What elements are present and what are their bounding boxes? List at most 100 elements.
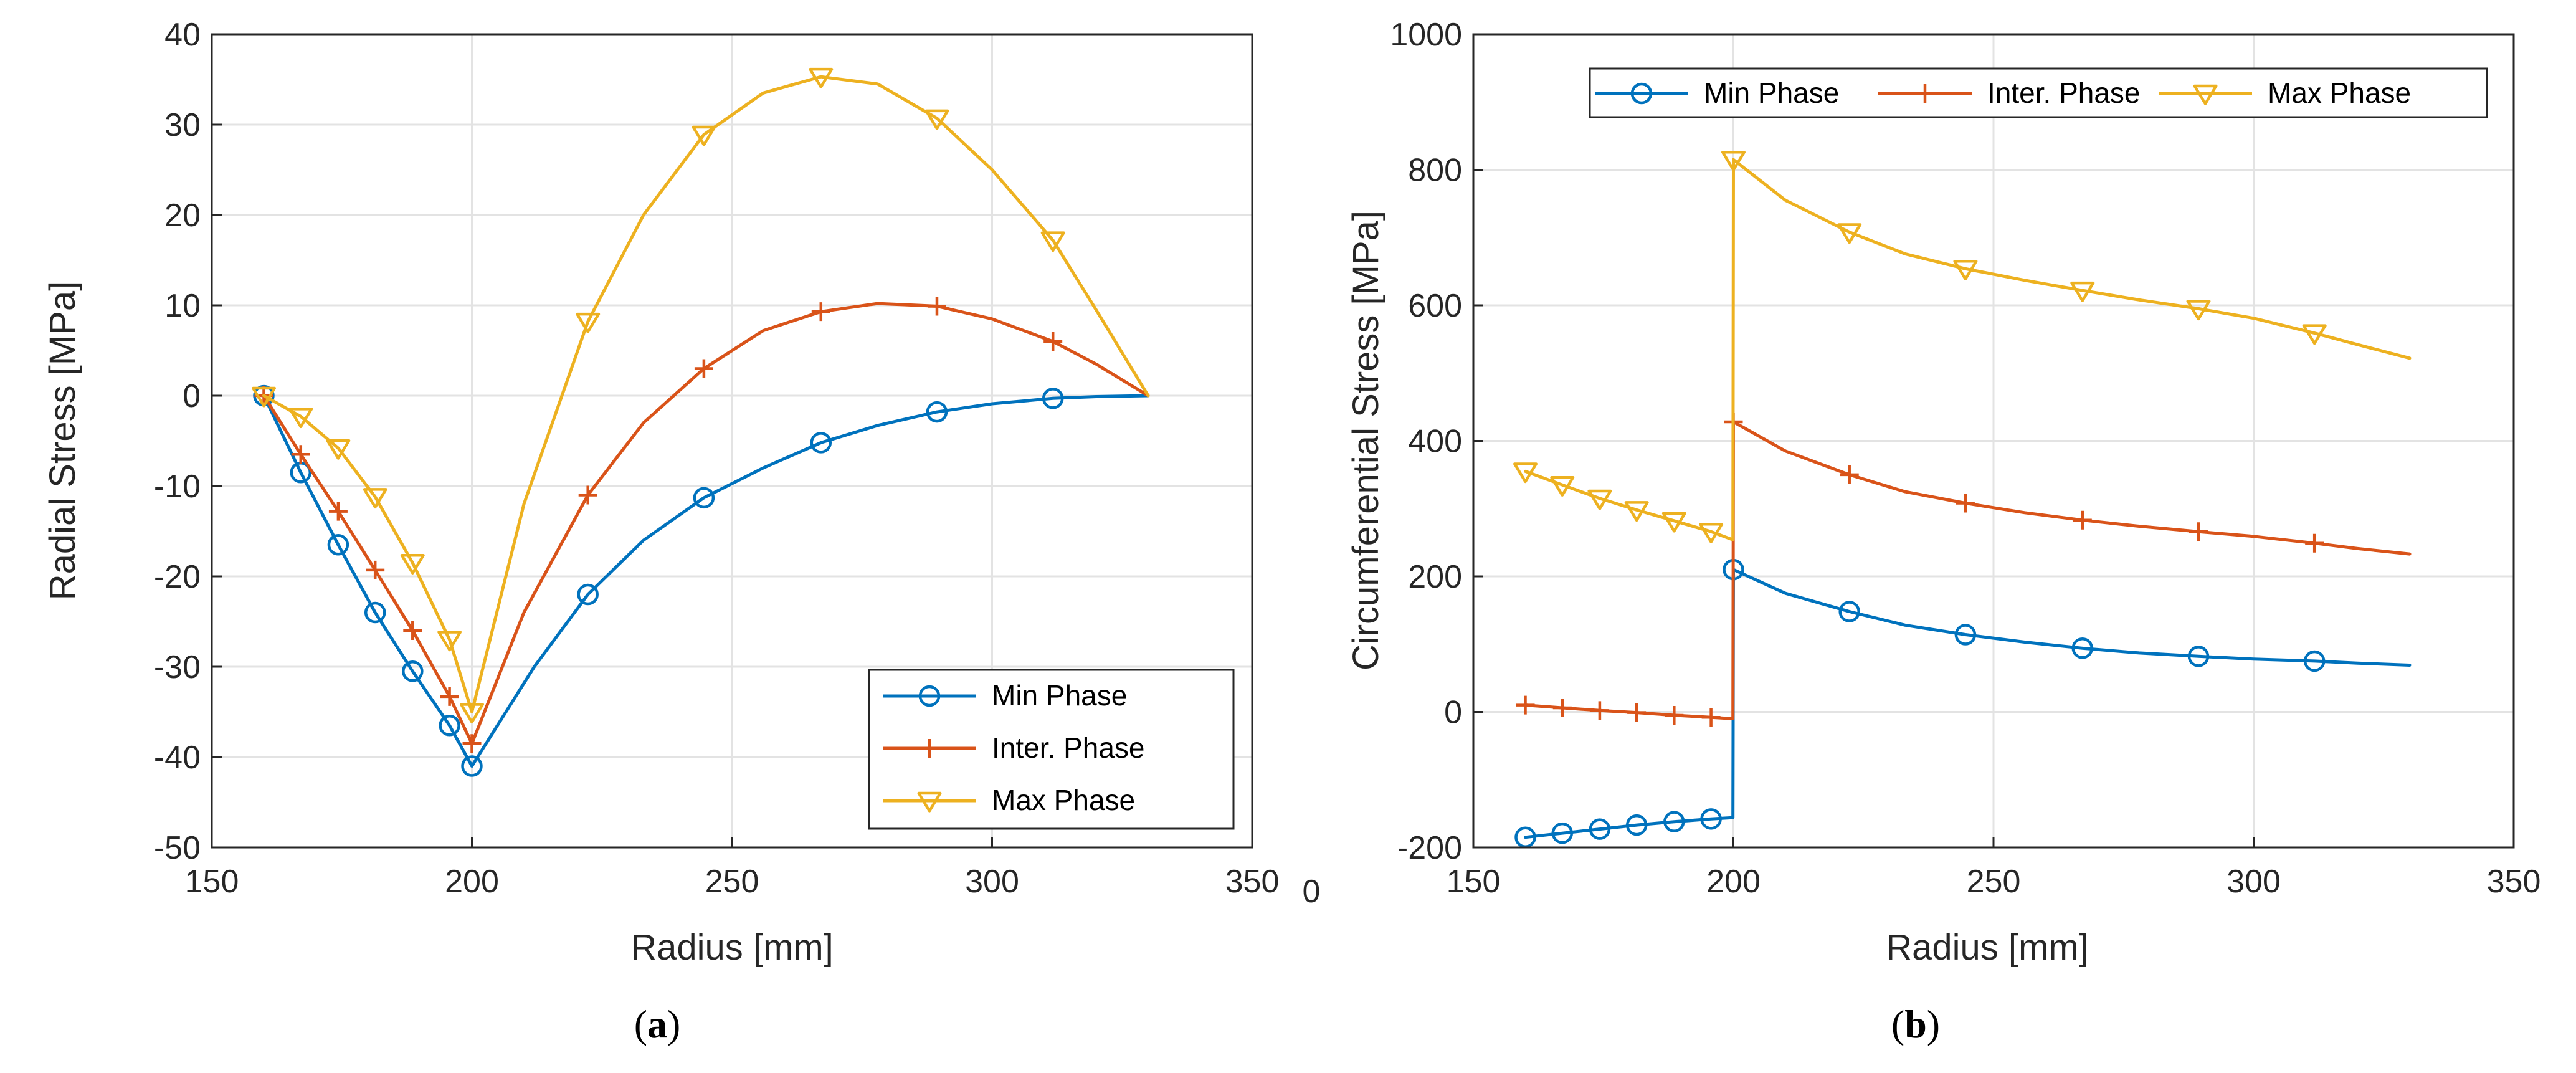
chart-b-data-point-max-phase <box>2186 300 2211 321</box>
chart-b-legend-marker-inter-phase <box>1916 84 1934 103</box>
chart-a-data-point-inter-phase <box>462 734 482 753</box>
chart-a-data-point-min-phase <box>1042 388 1064 409</box>
chart-b-x-axis-label: Radius [mm] <box>1886 927 2089 968</box>
chart-a-data-point-max-phase <box>252 386 276 408</box>
chart-a-data-point-inter-phase <box>291 445 310 464</box>
chart-a-data-point-inter-phase <box>366 560 385 579</box>
chart-a-data-point-max-phase <box>363 488 387 509</box>
chart-b-data-point-inter-phase <box>1665 705 1684 725</box>
chart-b-data-point-min-phase <box>2303 650 2326 672</box>
chart-a-legend-label-min-phase: Min Phase <box>992 679 1127 712</box>
chart-b-data-point-max-phase <box>1721 150 1746 171</box>
chart-b-data-point-inter-phase <box>1516 695 1535 715</box>
chart-b-y-tick-label: 400 <box>1408 424 1462 460</box>
chart-a-data-point-max-phase <box>437 631 462 652</box>
chart-b-series-inter-phase <box>1516 413 2412 727</box>
chart-b-data-point-min-phase <box>1954 624 1977 646</box>
chart-b-legend-label-max-phase: Max Phase <box>2268 77 2411 109</box>
chart-a-series-inter-phase <box>254 297 1150 753</box>
chart-b-data-point-max-phase <box>1953 260 1978 281</box>
chart-a-data-point-max-phase <box>400 554 425 575</box>
chart-a-data-point-min-phase <box>461 755 483 777</box>
chart-b-y-tick-label: 600 <box>1408 288 1462 324</box>
chart-b-series <box>1513 150 2412 848</box>
chart-a-data-point-inter-phase <box>927 297 946 316</box>
chart-a-y-tick-label: -50 <box>154 830 201 866</box>
chart-b-y-tick-labels: -200 0 200 400 600 800 1000 <box>1390 17 1483 866</box>
chart-a-series-line-max-phase <box>262 75 1150 713</box>
chart-b-data-point-min-phase <box>1663 811 1685 832</box>
chart-a-series-min-phase <box>253 384 1150 777</box>
chart-a-legend-label-max-phase: Max Phase <box>992 784 1135 816</box>
chart-a-series-line-min-phase <box>262 394 1150 768</box>
chart-b-data-point-max-phase <box>2302 324 2327 345</box>
chart-b-data-point-inter-phase <box>2073 510 2092 530</box>
chart-a-data-point-inter-phase <box>403 621 422 640</box>
chart-a-legend-label-inter-phase: Inter. Phase <box>992 732 1145 764</box>
chart-a-data-point-max-phase <box>924 109 949 130</box>
chart-a-legend-symbol-inter-phase <box>883 739 976 758</box>
chart-a-x-tick-label: 150 <box>185 864 239 900</box>
chart-a-y-tick-label: 20 <box>164 198 201 234</box>
chart-a-data-point-max-phase <box>692 125 716 146</box>
chart-a-data-point-min-phase <box>364 601 386 624</box>
chart-a-y-tick-label: 10 <box>164 288 201 324</box>
stray-tick-label: 0 <box>1303 874 1321 910</box>
chart-b-data-point-inter-phase <box>1701 708 1721 727</box>
chart-a-data-point-max-phase <box>288 408 313 429</box>
chart-b-legend-symbol-inter-phase <box>1878 84 1972 103</box>
chart-a-data-point-inter-phase <box>328 502 348 521</box>
chart-a-data-point-inter-phase <box>440 687 459 706</box>
chart-b-series-line-min-phase <box>1524 568 2412 839</box>
chart-b-x-tick-label: 350 <box>2487 864 2541 900</box>
chart-a-data-point-max-phase <box>809 67 834 88</box>
chart-b-legend-label-inter-phase: Inter. Phase <box>1987 77 2141 109</box>
chart-b-data-point-inter-phase <box>1840 465 1859 484</box>
chart-a-x-tick-label: 200 <box>445 864 499 900</box>
chart-b-x-tick-labels: 150 200 250 300 350 <box>1447 837 2541 900</box>
chart-b-y-axis-label: Circumferential Stress [MPa] <box>1346 211 1386 670</box>
chart-a-legend: Min Phase Inter. Phase Max Phase <box>868 669 1235 830</box>
chart-a-data-point-min-phase <box>402 660 424 682</box>
chart-b: -200 0 200 400 600 800 1000 150 200 250 300 350 Ra… <box>1346 17 2540 1046</box>
chart-a-data-point-min-phase <box>439 715 460 737</box>
chart-b-data-point-inter-phase <box>2189 522 2208 541</box>
chart-b-x-tick-label: 300 <box>2227 864 2281 900</box>
chart-b-data-point-inter-phase <box>1590 701 1609 720</box>
chart-a-data-point-max-phase <box>460 703 484 724</box>
chart-a-data-point-max-phase <box>576 312 601 333</box>
chart-b-data-point-inter-phase <box>1552 698 1572 717</box>
chart-b-caption: (b) <box>1891 1002 1940 1046</box>
chart-a-y-tick-label: 0 <box>183 378 201 414</box>
chart-b-y-tick-label: 200 <box>1408 559 1462 595</box>
chart-a-data-point-min-phase <box>810 432 832 454</box>
chart-a-x-tick-label: 300 <box>965 864 1019 900</box>
chart-b-data-point-min-phase <box>2187 646 2210 667</box>
chart-b-x-tick-label: 150 <box>1447 864 1501 900</box>
chart-a-series <box>252 67 1150 777</box>
chart-b-data-point-max-phase <box>1550 475 1575 497</box>
chart-b-y-tick-label: 1000 <box>1390 17 1462 53</box>
chart-a-x-tick-label: 250 <box>705 864 759 900</box>
chart-a-legend-symbol-max-phase <box>883 791 976 813</box>
chart-b-data-point-min-phase <box>1838 601 1860 622</box>
chart-a-x-axis-label: Radius [mm] <box>630 927 834 968</box>
chart-b-data-point-max-phase <box>1837 223 1862 244</box>
chart-b-y-tick-label: 0 <box>1444 695 1462 731</box>
chart-a-series-max-phase <box>252 67 1150 724</box>
chart-a-data-point-max-phase <box>326 439 351 460</box>
chart-b-y-tick-label: 800 <box>1408 153 1462 189</box>
chart-b-data-point-max-phase <box>2070 281 2095 302</box>
chart-a-legend-symbol-min-phase <box>883 685 976 707</box>
chart-a-caption: (a) <box>634 1002 681 1046</box>
chart-a-legend-marker-max-phase <box>917 791 942 813</box>
chart-b-data-point-inter-phase <box>1627 703 1647 722</box>
chart-b-legend-symbol-min-phase <box>1595 82 1688 105</box>
chart-b-data-point-max-phase <box>1699 522 1724 543</box>
chart-b-data-point-max-phase <box>1587 489 1612 510</box>
chart-b-x-tick-label: 200 <box>1706 864 1761 900</box>
chart-a-x-tick-label: 350 <box>1225 864 1280 900</box>
chart-b-data-point-max-phase <box>1513 462 1538 484</box>
chart-b-y-tick-label: -200 <box>1397 830 1462 866</box>
chart-b-data-point-min-phase <box>1700 808 1722 830</box>
